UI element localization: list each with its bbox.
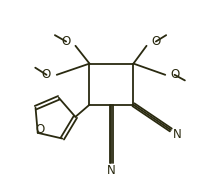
Text: O: O — [170, 68, 179, 81]
Text: O: O — [61, 35, 71, 48]
Text: O: O — [36, 123, 45, 136]
Text: O: O — [42, 68, 51, 81]
Text: N: N — [173, 128, 182, 141]
Text: N: N — [107, 164, 116, 177]
Text: O: O — [151, 35, 161, 48]
